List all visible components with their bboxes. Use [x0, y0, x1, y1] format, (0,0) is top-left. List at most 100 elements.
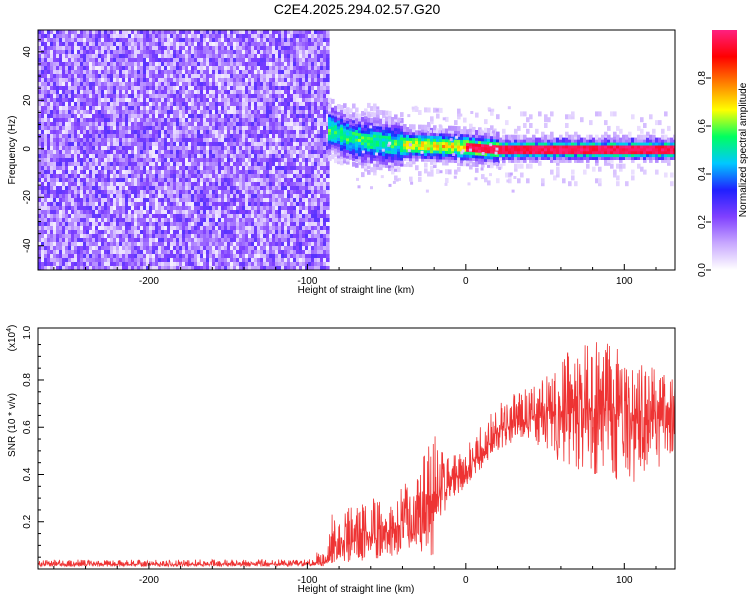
- heatmap-cell: [263, 78, 267, 83]
- heatmap-cell: [221, 102, 225, 107]
- heatmap-cell: [233, 238, 237, 243]
- heatmap-cell: [197, 250, 201, 255]
- heatmap-cell: [119, 78, 123, 83]
- heatmap-cell: [200, 134, 204, 139]
- heatmap-cell: [95, 246, 99, 251]
- heatmap-cell: [122, 78, 126, 83]
- heatmap-cell: [44, 34, 48, 39]
- heatmap-cell: [194, 198, 198, 203]
- heatmap-cell: [248, 94, 252, 99]
- heatmap-cell: [275, 106, 279, 111]
- heatmap-cell: [248, 98, 252, 103]
- heatmap-cell: [212, 110, 216, 115]
- heatmap-cell: [155, 74, 159, 79]
- heatmap-cell: [218, 74, 222, 79]
- heatmap-cell: [212, 238, 216, 243]
- heatmap-cell: [77, 242, 81, 247]
- heatmap-cell: [209, 58, 213, 63]
- heatmap-cell: [260, 254, 264, 259]
- heatmap-cell: [71, 162, 75, 167]
- heatmap-cell: [164, 130, 168, 135]
- heatmap-cell: [38, 150, 42, 155]
- heatmap-cell: [221, 242, 225, 247]
- heatmap-cell: [56, 238, 60, 243]
- heatmap-cell: [242, 158, 246, 163]
- heatmap-cell: [59, 122, 63, 127]
- heatmap-cell: [242, 170, 246, 175]
- heatmap-cell: [239, 106, 243, 111]
- heatmap-cell: [248, 106, 252, 111]
- heatmap-cell: [149, 90, 153, 95]
- heatmap-cell: [179, 190, 183, 195]
- heatmap-cell: [233, 114, 237, 119]
- heatmap-cell: [44, 122, 48, 127]
- heatmap-cell: [209, 150, 213, 155]
- heatmap-cell: [41, 102, 45, 107]
- heatmap-cell: [170, 54, 174, 59]
- heatmap-cell: [272, 266, 276, 270]
- heatmap-cell: [203, 158, 207, 163]
- heatmap-cell: [134, 202, 138, 207]
- heatmap-cell: [212, 138, 216, 143]
- heatmap-cell: [149, 250, 153, 255]
- heatmap-cell: [158, 42, 162, 47]
- heatmap-cell: [146, 162, 150, 167]
- heatmap-cell: [272, 250, 276, 255]
- heatmap-cell: [128, 30, 132, 35]
- heatmap-cell: [149, 54, 153, 59]
- heatmap-cell: [107, 254, 111, 259]
- heatmap-cell: [185, 222, 189, 227]
- heatmap-cell: [44, 118, 48, 123]
- heatmap-cell: [98, 170, 102, 175]
- heatmap-cell: [182, 266, 186, 270]
- heatmap-cell: [248, 190, 252, 195]
- heatmap-cell: [203, 114, 207, 119]
- heatmap-cell: [110, 250, 114, 255]
- heatmap-cell: [227, 102, 231, 107]
- heatmap-cell: [110, 186, 114, 191]
- heatmap-cell: [155, 166, 159, 171]
- heatmap-cell: [98, 222, 102, 227]
- heatmap-cell: [68, 166, 72, 171]
- heatmap-cell: [200, 158, 204, 163]
- heatmap-cell: [161, 86, 165, 91]
- heatmap-cell: [272, 74, 276, 79]
- heatmap-cell: [230, 122, 234, 127]
- heatmap-cell: [101, 190, 105, 195]
- heatmap-cell: [245, 166, 249, 171]
- heatmap-cell: [170, 30, 174, 35]
- heatmap-cell: [80, 134, 84, 139]
- heatmap-cell: [200, 206, 204, 211]
- heatmap-cell: [176, 114, 180, 119]
- heatmap-cell: [257, 190, 261, 195]
- heatmap-cell: [194, 138, 198, 143]
- heatmap-cell: [164, 170, 168, 175]
- heatmap-cell: [266, 42, 270, 47]
- heatmap-cell: [251, 242, 255, 247]
- heatmap-cell: [284, 182, 288, 187]
- heatmap-cell: [53, 70, 57, 75]
- heatmap-cell: [137, 42, 141, 47]
- heatmap-cell: [224, 190, 228, 195]
- heatmap-cell: [221, 238, 225, 243]
- heatmap-cell: [260, 234, 264, 239]
- heatmap-cell: [101, 62, 105, 67]
- heatmap-cell: [221, 130, 225, 135]
- heatmap-cell: [164, 214, 168, 219]
- heatmap-cell: [227, 34, 231, 39]
- heatmap-cell: [176, 174, 180, 179]
- heatmap-cell: [266, 106, 270, 111]
- heatmap-cell: [101, 110, 105, 115]
- heatmap-cell: [188, 246, 192, 251]
- heatmap-cell: [92, 42, 96, 47]
- heatmap-cell: [68, 130, 72, 135]
- heatmap-cell: [104, 210, 108, 215]
- heatmap-cell: [218, 202, 222, 207]
- heatmap-cell: [80, 222, 84, 227]
- heatmap-cell: [140, 170, 144, 175]
- heatmap-cell: [95, 186, 99, 191]
- heatmap-cell: [122, 42, 126, 47]
- heatmap-cell: [53, 186, 57, 191]
- heatmap-cell: [221, 110, 225, 115]
- heatmap-cell: [62, 82, 66, 87]
